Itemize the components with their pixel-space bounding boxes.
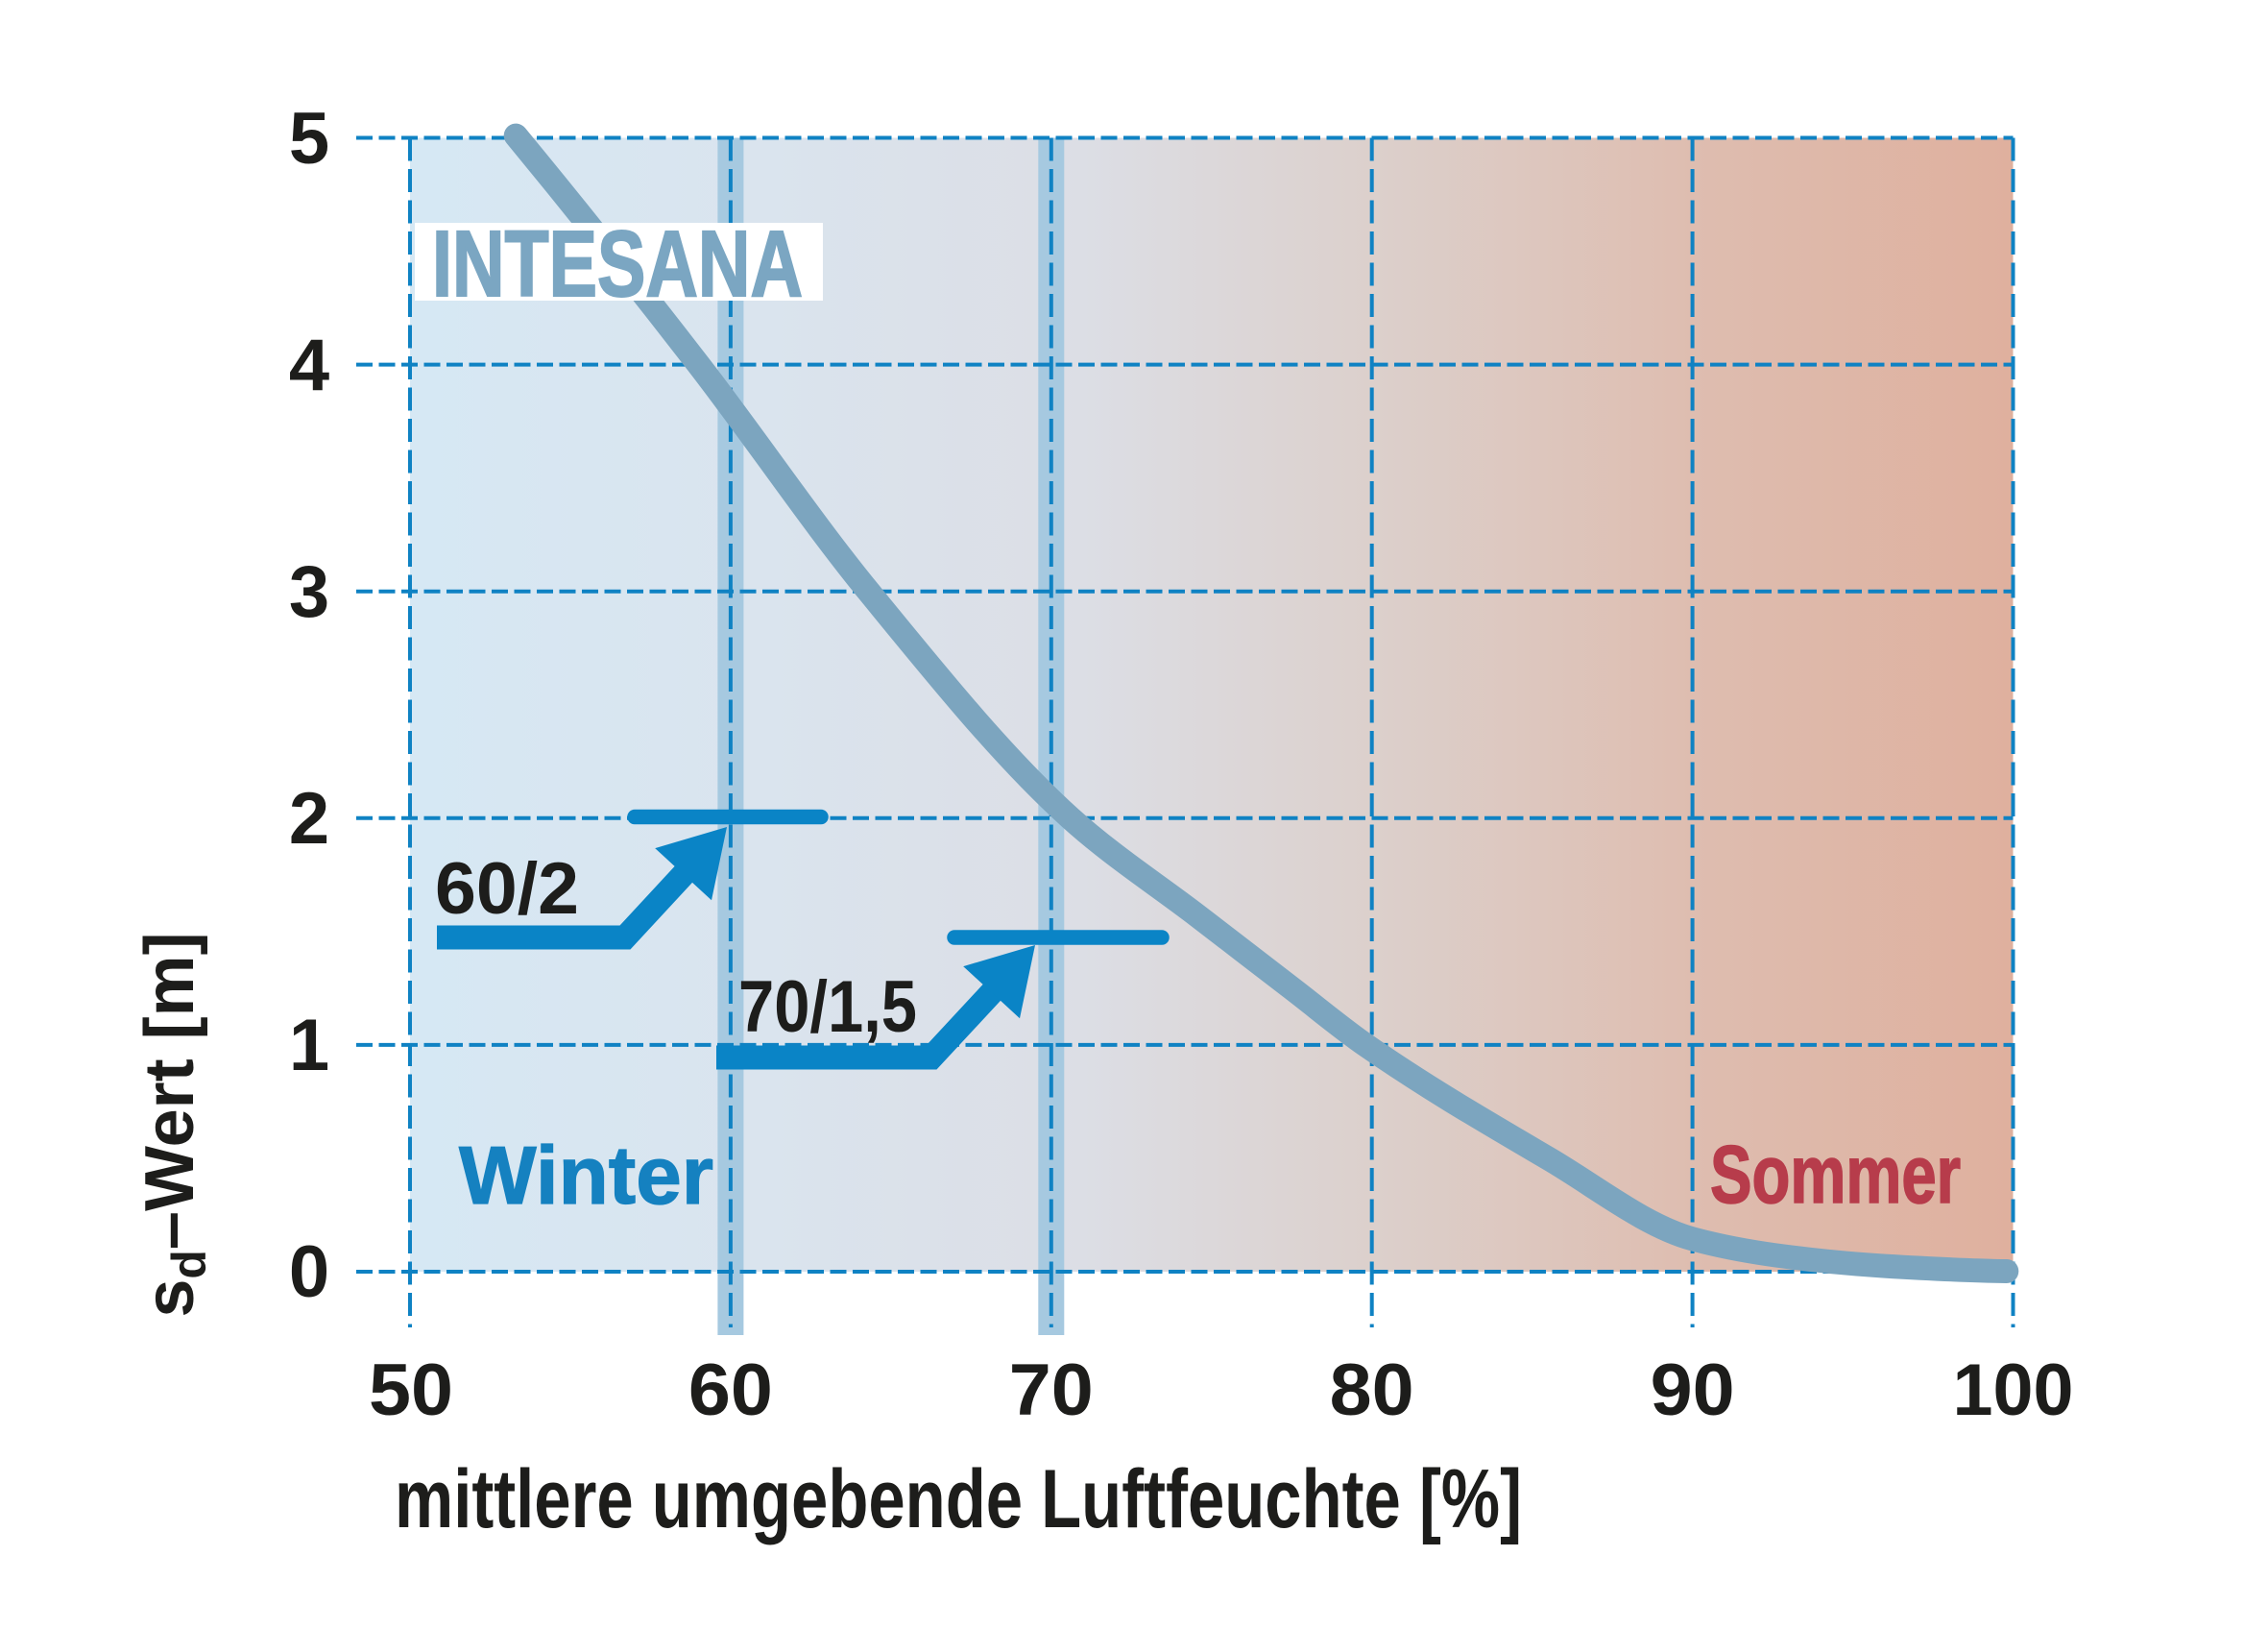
svg-text:70: 70 <box>1009 1349 1094 1431</box>
svg-text:Sommer: Sommer <box>1710 1130 1961 1221</box>
svg-text:4: 4 <box>289 325 329 406</box>
svg-text:2: 2 <box>289 778 329 860</box>
svg-text:INTESANA: INTESANA <box>432 211 803 316</box>
svg-text:1: 1 <box>289 1005 329 1086</box>
svg-text:mittlere umgebende Luftfeuchte: mittlere umgebende Luftfeuchte [%] <box>395 1453 1522 1545</box>
svg-text:3: 3 <box>289 551 329 633</box>
svg-text:Winter: Winter <box>459 1131 713 1222</box>
svg-text:0: 0 <box>289 1231 329 1313</box>
svg-text:50: 50 <box>369 1349 453 1431</box>
svg-text:5: 5 <box>289 98 329 180</box>
svg-text:80: 80 <box>1330 1349 1414 1431</box>
svg-text:sd–Wert [m]: sd–Wert [m] <box>132 932 216 1317</box>
svg-text:90: 90 <box>1651 1349 1735 1431</box>
svg-text:100: 100 <box>1953 1349 2074 1431</box>
svg-text:60/2: 60/2 <box>435 848 579 930</box>
svg-text:70/1,5: 70/1,5 <box>738 966 917 1048</box>
svg-text:60: 60 <box>688 1349 773 1431</box>
